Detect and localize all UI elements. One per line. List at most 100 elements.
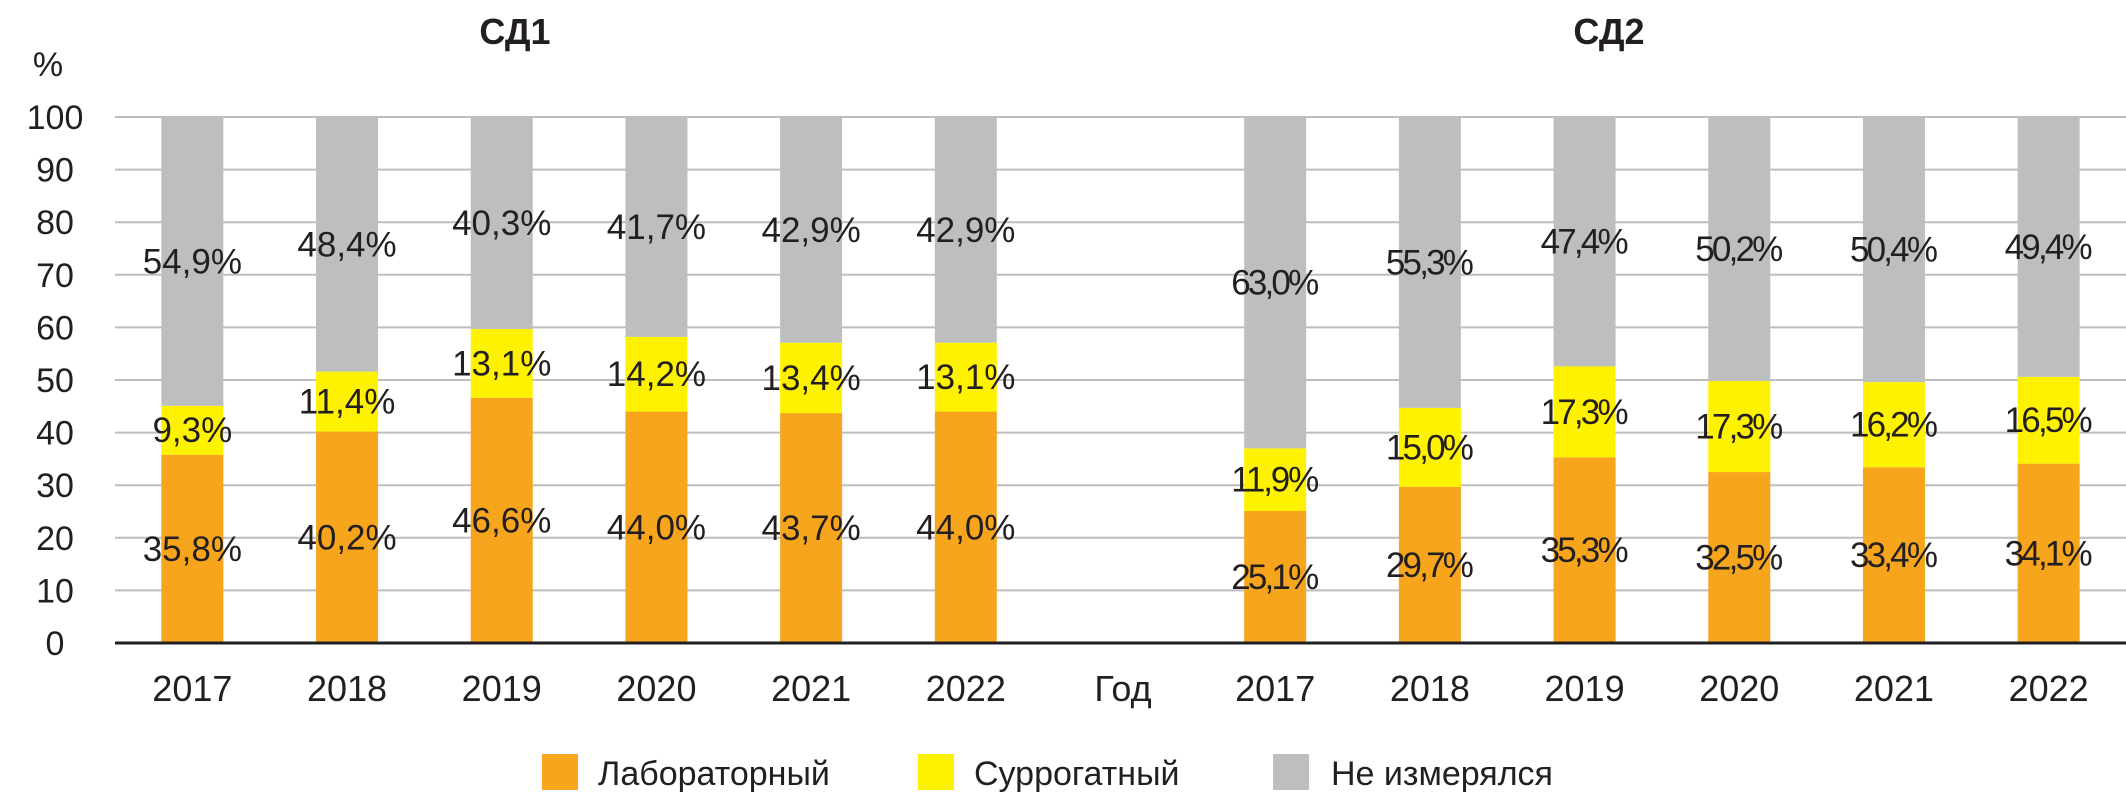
bar-segment-lab — [625, 411, 688, 643]
data-label-surrogate: 16,2% — [1850, 406, 1938, 445]
legend: Лабораторный Суррогатный Не измерялся — [542, 754, 1553, 793]
bar-segment-lab — [316, 431, 379, 643]
data-label-lab: 40,2% — [297, 518, 396, 557]
x-tick-label: 2019 — [462, 668, 542, 709]
x-tick-label: 2022 — [2009, 668, 2089, 709]
bar-segment-not_measured — [1398, 117, 1461, 408]
bar-segment-not_measured — [934, 117, 997, 343]
data-label-surrogate: 13,4% — [761, 359, 860, 398]
y-tick-label: 40 — [36, 415, 74, 453]
y-tick-label: 10 — [36, 572, 74, 610]
bar-segment-not_measured — [2017, 117, 2080, 377]
data-label-not_measured: 55,3% — [1386, 243, 1474, 282]
x-tick-label: 2020 — [1699, 668, 1779, 709]
y-tick-label: 70 — [36, 257, 74, 295]
x-tick-label: 2021 — [771, 668, 851, 709]
y-tick-label: 0 — [46, 625, 65, 663]
data-label-lab: 44,0% — [607, 508, 706, 547]
y-tick-label: 80 — [36, 204, 74, 242]
y-tick-label: 60 — [36, 309, 74, 347]
bar-segment-not_measured — [1862, 117, 1925, 383]
data-label-surrogate: 17,3% — [1541, 393, 1629, 432]
data-label-lab: 29,7% — [1386, 546, 1474, 585]
data-label-not_measured: 42,9% — [916, 211, 1015, 250]
data-label-lab: 32,5% — [1695, 539, 1783, 578]
data-label-not_measured: 48,4% — [297, 225, 396, 264]
bar-segment-surrogate — [1708, 381, 1771, 473]
data-label-not_measured: 63,0% — [1231, 264, 1319, 303]
bar-segment-lab — [934, 411, 997, 643]
data-label-surrogate: 15,0% — [1386, 428, 1474, 467]
data-label-lab: 44,0% — [916, 508, 1015, 547]
bar-segment-not_measured — [780, 117, 843, 343]
legend-swatch-surrogate — [918, 754, 954, 790]
bar-segment-not_measured — [625, 117, 688, 337]
legend-swatch-lab — [542, 754, 578, 790]
x-tick-label: 2019 — [1545, 668, 1625, 709]
y-tick-label: 50 — [36, 362, 74, 400]
bar-segment-surrogate — [625, 336, 688, 412]
y-tick-label: 100 — [27, 99, 84, 137]
data-label-surrogate: 13,1% — [916, 358, 1015, 397]
x-tick-label: 2020 — [616, 668, 696, 709]
data-label-not_measured: 50,4% — [1850, 231, 1938, 270]
data-label-surrogate: 11,4% — [299, 383, 396, 422]
data-label-lab: 43,7% — [761, 509, 860, 548]
bar-segment-surrogate — [161, 405, 224, 455]
data-label-not_measured: 49,4% — [2005, 228, 2093, 267]
y-tick-label: 30 — [36, 467, 74, 505]
data-label-not_measured: 47,4% — [1541, 223, 1629, 262]
data-label-not_measured: 54,9% — [143, 242, 242, 281]
data-label-surrogate: 13,1% — [452, 344, 551, 383]
data-label-lab: 35,8% — [143, 530, 242, 569]
bar-segment-lab — [2017, 463, 2080, 643]
data-label-surrogate: 14,2% — [607, 355, 706, 394]
bar-segment-surrogate — [1862, 382, 1925, 468]
data-label-not_measured: 40,3% — [452, 204, 551, 243]
y-tick-label: 90 — [36, 152, 74, 190]
data-label-lab: 35,3% — [1541, 531, 1629, 570]
y-tick-label: 20 — [36, 520, 74, 558]
bar-segment-lab — [1708, 472, 1771, 643]
data-labels: 35,8% 9,3% 54,9% 40,2% 11,4% 48,4% 46,6% 13,1% 4… — [143, 204, 2093, 597]
bar-segment-surrogate — [470, 328, 533, 398]
data-label-surrogate: 11,9% — [1231, 461, 1319, 500]
bar-segment-surrogate — [1244, 448, 1307, 511]
data-label-not_measured: 42,9% — [761, 211, 860, 250]
x-tick-label: 2018 — [1390, 668, 1470, 709]
bar-segment-surrogate — [2017, 376, 2080, 464]
bar-segment-surrogate — [1398, 407, 1461, 487]
bar-segment-not_measured — [1553, 117, 1616, 367]
x-axis-label: Год — [1094, 668, 1151, 709]
bar-segment-surrogate — [934, 342, 997, 412]
bar-segment-lab — [1862, 467, 1925, 643]
bar-segment-not_measured — [316, 117, 379, 372]
data-label-lab: 46,6% — [452, 501, 551, 540]
bar-segment-surrogate — [316, 371, 379, 432]
legend-swatch-not-measured — [1273, 754, 1309, 790]
bar-segment-lab — [470, 397, 533, 643]
x-tick-label: 2022 — [926, 668, 1006, 709]
panel-title-sd1: СД1 — [479, 11, 550, 52]
legend-label-surrogate: Суррогатный — [974, 755, 1180, 793]
legend-label-lab: Лабораторный — [598, 755, 830, 793]
panel-title-sd2: СД2 — [1573, 11, 1644, 52]
bar-segment-lab — [1398, 486, 1461, 643]
bar-segment-not_measured — [1244, 117, 1307, 449]
data-label-surrogate: 17,3% — [1695, 408, 1783, 447]
y-unit-label: % — [33, 46, 63, 84]
x-tick-label: 2018 — [307, 668, 387, 709]
data-label-not_measured: 50,2% — [1695, 230, 1783, 269]
data-label-lab: 33,4% — [1850, 536, 1938, 575]
legend-label-not-measured: Не измерялся — [1331, 755, 1553, 793]
data-label-lab: 34,1% — [2005, 534, 2093, 573]
bar-segment-lab — [780, 413, 843, 643]
x-tick-label: 2017 — [152, 668, 232, 709]
x-tick-label: 2021 — [1854, 668, 1934, 709]
data-label-surrogate: 9,3% — [152, 411, 232, 450]
x-tick-label: 2017 — [1235, 668, 1315, 709]
axes: % Год 0 10 20 30 40 50 60 70 80 90 100 2017 2018 2019… — [27, 46, 2126, 709]
bar-segment-surrogate — [1553, 366, 1616, 458]
bar-segment-lab — [1244, 510, 1307, 643]
